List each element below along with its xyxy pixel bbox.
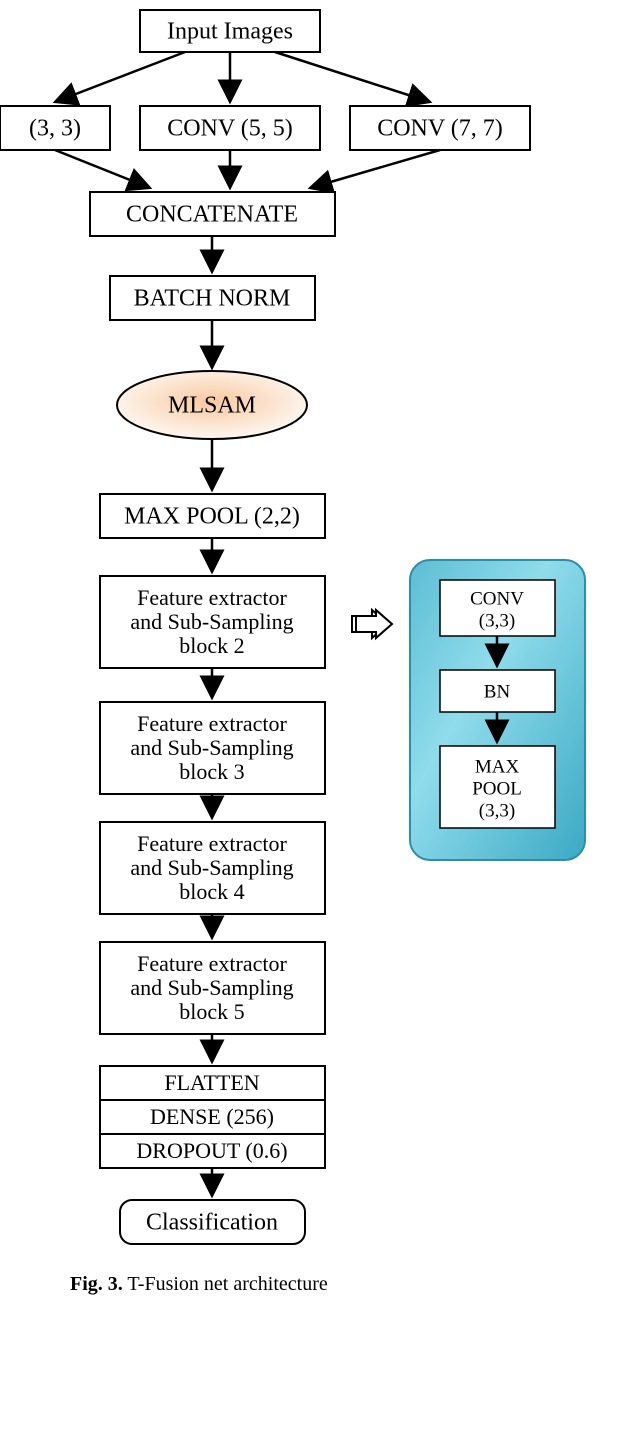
label-dpool-l1: MAX (475, 756, 520, 777)
label-conv5: CONV (5, 5) (167, 116, 293, 142)
label-fe2-l3: block 2 (179, 633, 244, 658)
label-dense: DENSE (256) (150, 1104, 274, 1129)
label-fe5-l3: block 5 (179, 999, 244, 1024)
architecture-diagram: Input Images (3, 3) CONV (5, 5) CONV (7,… (0, 0, 638, 1454)
label-dconv-l1: CONV (470, 588, 524, 609)
label-dpool-l3: (3,3) (479, 800, 515, 821)
label-concat: CONCATENATE (126, 202, 298, 228)
label-fe5-l2: and Sub-Sampling (130, 975, 293, 1000)
label-dropout: DROPOUT (0.6) (136, 1138, 287, 1163)
edge-input-conv3 (55, 52, 185, 102)
label-fe2-l2: and Sub-Sampling (130, 609, 293, 634)
hollow-arrow-icon (352, 610, 392, 638)
label-fe5-l1: Feature extractor (137, 951, 287, 976)
label-fe3-l3: block 3 (179, 759, 244, 784)
label-conv3: (3, 3) (29, 116, 81, 142)
figure-caption: Fig. 3. T-Fusion net architecture (70, 1273, 328, 1295)
label-classify: Classification (146, 1210, 278, 1236)
label-dconv-l2: (3,3) (479, 610, 515, 631)
label-mlsam: MLSAM (168, 393, 256, 419)
label-fe4-l3: block 4 (179, 879, 244, 904)
label-fe3-l2: and Sub-Sampling (130, 735, 293, 760)
label-input: Input Images (167, 19, 293, 45)
edge-conv3-concat (55, 150, 150, 188)
label-conv7: CONV (7, 7) (377, 116, 503, 142)
label-fe4-l2: and Sub-Sampling (130, 855, 293, 880)
label-fe4-l1: Feature extractor (137, 831, 287, 856)
edge-conv7-concat (310, 150, 440, 188)
label-bn: BATCH NORM (134, 286, 291, 312)
edge-input-conv7 (275, 52, 430, 102)
label-dpool-l2: POOL (472, 778, 522, 799)
label-fe3-l1: Feature extractor (137, 711, 287, 736)
label-fe2-l1: Feature extractor (137, 585, 287, 610)
label-maxpool: MAX POOL (2,2) (124, 504, 300, 530)
label-dbn: BN (484, 681, 511, 702)
label-flatten: FLATTEN (164, 1070, 259, 1095)
